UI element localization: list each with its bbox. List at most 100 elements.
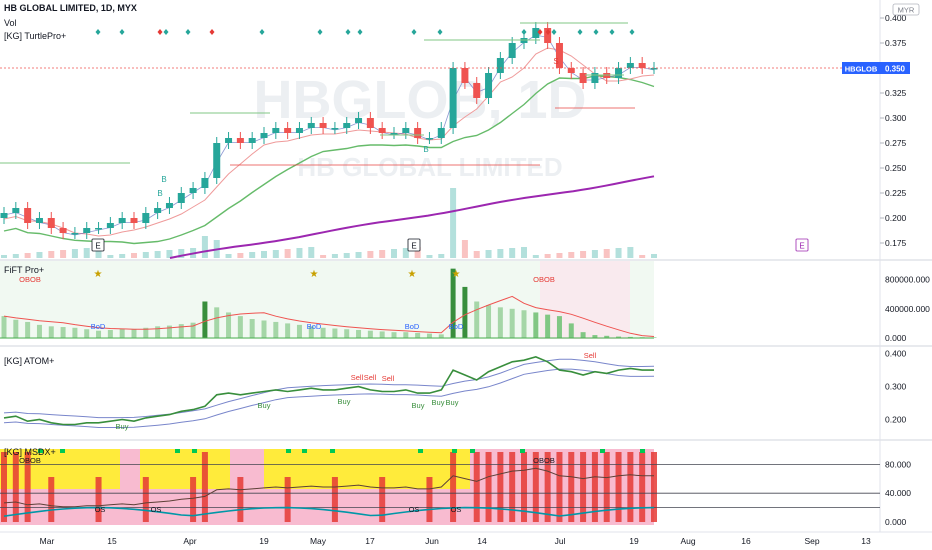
watermark-sub: HB GLOBAL LIMITED (297, 152, 562, 182)
volume-bar (497, 249, 504, 258)
signal-diamond (345, 29, 351, 35)
price-axis-label: 0.175 (885, 238, 907, 248)
candle-body (473, 83, 481, 98)
volume-bar (615, 248, 622, 258)
fift-signal-line (3, 295, 655, 337)
candle-body (118, 218, 126, 223)
volume-bar (568, 252, 575, 258)
fift-bar (48, 326, 54, 338)
candle-body (532, 28, 540, 38)
fift-bar (320, 327, 326, 338)
volume-bar (639, 255, 646, 258)
msdx-os-label: OS (151, 505, 162, 514)
price-axis-label: 0.325 (885, 88, 907, 98)
msdx-bar (591, 452, 598, 522)
volume-bar (485, 250, 492, 258)
volume-bar (473, 251, 480, 258)
signal-diamond (157, 29, 163, 35)
ma50-line (3, 75, 655, 245)
candle-body (177, 193, 185, 203)
signal-diamond (521, 29, 527, 35)
candle-body (402, 128, 410, 133)
fift-bar (107, 329, 113, 338)
fift-bod-label: BoD (91, 322, 106, 331)
msdx-bar (237, 477, 244, 522)
fift-bar (261, 320, 267, 338)
fift-bar (36, 324, 42, 338)
volume-bar (426, 255, 433, 258)
volume-bar (379, 250, 386, 258)
volume-bar (154, 251, 161, 258)
fift-bar (249, 319, 255, 338)
volume-bar (627, 247, 634, 258)
fift-bar (155, 326, 161, 338)
fift-bar (556, 316, 562, 338)
ma200-line (169, 175, 655, 259)
volume-bar (509, 248, 516, 258)
fift-bar (344, 329, 350, 338)
fift-bar (415, 332, 421, 338)
volume-bar (544, 254, 551, 258)
msdx-yellow-zone (140, 449, 230, 489)
candle-body (449, 68, 457, 128)
candle-body (307, 123, 315, 128)
candle-body (236, 138, 244, 143)
fift-axis-label: 400000.000 (885, 304, 930, 314)
atom-axis-label: 0.300 (885, 382, 907, 392)
earnings-marker (91, 238, 105, 252)
volume-bar (461, 240, 468, 258)
fift-bar (462, 286, 468, 338)
fift-bod-label: BoD (449, 322, 464, 331)
volume-bar (367, 251, 374, 258)
fift-bar (474, 301, 480, 338)
fift-bar (96, 330, 102, 338)
volume-bar (201, 236, 208, 258)
msdx-bar (201, 452, 208, 522)
volume-bar (331, 254, 338, 258)
candle-body (295, 128, 303, 133)
atom-sell-label: Sell (584, 351, 597, 360)
volume-bar (178, 249, 185, 258)
atom-axis-label: 0.400 (885, 349, 907, 359)
msdx-top-marker (640, 449, 645, 453)
fift-bar (226, 312, 232, 338)
msdx-bar (426, 477, 433, 522)
msdx-bar (556, 452, 563, 522)
buy-marker: B (423, 145, 428, 154)
volume-bar (225, 254, 232, 258)
price-axis-label: 0.200 (885, 213, 907, 223)
atom-buy-label: Buy (446, 398, 459, 407)
fift-bod-label: BoD (307, 322, 322, 331)
fift-bar (237, 316, 243, 338)
fift-legend: FiFT Pro+ (4, 265, 45, 275)
msdx-bar (1, 452, 7, 522)
candle-body (284, 128, 292, 133)
candle-body (95, 228, 103, 230)
fift-pink-zone (540, 261, 630, 339)
msdx-bar (95, 477, 102, 522)
fift-ob-label: OBOB (533, 275, 555, 284)
msdx-bar (485, 452, 492, 522)
candle-body (650, 68, 658, 70)
atom-buy-label: Buy (338, 397, 351, 406)
earnings-marker (407, 238, 421, 252)
ma20-line (3, 47, 655, 237)
earnings-marker-label: E (95, 242, 100, 251)
time-axis-label: 17 (365, 536, 375, 546)
earnings-marker-label: E (799, 242, 804, 251)
fift-bar (178, 324, 184, 338)
volume-bar (308, 247, 315, 258)
fift-bar (72, 327, 78, 338)
msdx-axis-label: 0.000 (885, 517, 907, 527)
time-axis-label: Apr (183, 536, 196, 546)
watermark: HBGLOB, 1D (253, 70, 586, 130)
candle-body (272, 128, 280, 133)
atom-buy-label: Buy (412, 401, 425, 410)
volume-bar (83, 248, 90, 258)
atom-buy-label: Buy (432, 398, 445, 407)
fift-bar (202, 301, 208, 338)
volume-bar (95, 247, 102, 258)
buy-marker: B (161, 175, 166, 184)
msdx-bar (509, 452, 516, 522)
